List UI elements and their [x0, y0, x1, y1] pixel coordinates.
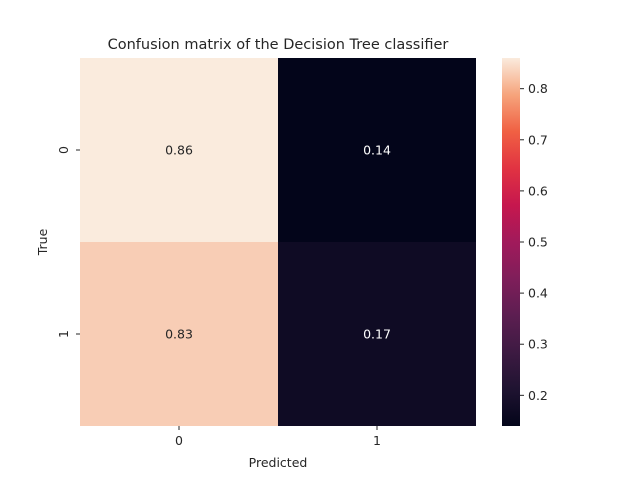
colorbar-tick-label: 0.3 — [528, 337, 548, 352]
heatmap-cell — [80, 58, 278, 242]
heatmap-cell — [80, 242, 278, 426]
y-axis-label: True — [35, 228, 50, 256]
heatmap-cell-labels: 0.86 0.14 0.83 0.17 — [165, 143, 391, 342]
colorbar-ticks: 0.2 0.3 0.4 0.5 0.6 0.7 0.8 — [520, 81, 548, 403]
colorbar-tick-label: 0.7 — [528, 132, 548, 147]
y-axis: 01 — [56, 146, 80, 338]
colorbar-tick-label: 0.5 — [528, 235, 548, 250]
cell-value-label: 0.17 — [363, 327, 391, 342]
cell-value-label: 0.14 — [363, 143, 391, 158]
y-tick-label: 1 — [56, 330, 71, 338]
cell-value-label: 0.83 — [165, 327, 193, 342]
heatmap-cells — [80, 58, 476, 426]
y-tick-label: 0 — [56, 146, 71, 154]
colorbar: 0.2 0.3 0.4 0.5 0.6 0.7 0.8 — [502, 58, 548, 426]
colorbar-tick-label: 0.4 — [528, 286, 548, 301]
heatmap-cell — [278, 58, 476, 242]
colorbar-gradient — [502, 58, 520, 426]
x-tick-label: 0 — [175, 433, 183, 448]
x-tick-label: 1 — [373, 433, 381, 448]
x-axis-label: Predicted — [249, 455, 308, 470]
colorbar-tick-label: 0.8 — [528, 81, 548, 96]
colorbar-tick-label: 0.6 — [528, 183, 548, 198]
chart-title: Confusion matrix of the Decision Tree cl… — [108, 37, 449, 53]
colorbar-tick-label: 0.2 — [528, 388, 548, 403]
cell-value-label: 0.86 — [165, 143, 193, 158]
heatmap-cell — [278, 242, 476, 426]
